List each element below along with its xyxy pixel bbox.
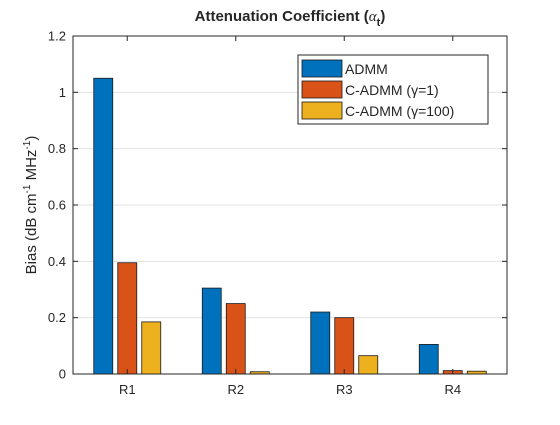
x-tick-label: R4 bbox=[444, 382, 461, 397]
chart-title-main: Attenuation Coefficient ( bbox=[195, 8, 369, 25]
bar bbox=[201, 287, 222, 375]
bar bbox=[358, 355, 379, 375]
y-tick-label: 0 bbox=[59, 367, 66, 382]
legend-swatch bbox=[301, 80, 343, 99]
legend-swatch bbox=[301, 59, 343, 78]
bar bbox=[93, 77, 114, 375]
y-axis-label-main: Bias (dB cm bbox=[23, 193, 40, 274]
legend-swatch bbox=[301, 101, 343, 120]
bar bbox=[141, 321, 162, 375]
bar bbox=[418, 344, 439, 375]
grid-lines bbox=[73, 91, 507, 319]
axis-ticks: 0 0.2 0.4 0.6 0.8 1 1.2 R1 R2 R3 R4 bbox=[48, 29, 507, 397]
bar bbox=[310, 311, 331, 375]
chart-title-end: ) bbox=[380, 8, 385, 25]
legend-label: C-ADMM (γ=100) bbox=[345, 103, 454, 119]
x-tick-label: R3 bbox=[336, 382, 353, 397]
y-tick-label: 0.8 bbox=[48, 141, 66, 156]
y-tick-label: 0.6 bbox=[48, 198, 66, 213]
y-tick-label: 1 bbox=[59, 85, 66, 100]
y-axis-label-end: ) bbox=[23, 136, 40, 141]
legend-label: C-ADMM (γ=1) bbox=[345, 82, 439, 98]
legend-label: ADMM bbox=[345, 61, 388, 77]
chart-title: Attenuation Coefficient (αt) bbox=[195, 8, 386, 29]
x-tick-label: R2 bbox=[227, 382, 244, 397]
y-tick-label: 0.4 bbox=[48, 254, 66, 269]
y-axis-label-mid: MHz bbox=[23, 150, 40, 185]
legend: ADMM C-ADMM (γ=1) C-ADMM (γ=100) bbox=[297, 54, 489, 125]
y-tick-label: 0.2 bbox=[48, 310, 66, 325]
chart-title-symbol: α bbox=[369, 9, 378, 25]
x-tick-label: R1 bbox=[119, 382, 136, 397]
y-axis-label: Bias (dB cm-1 MHz-1) bbox=[22, 136, 40, 275]
y-tick-label: 1.2 bbox=[48, 29, 66, 44]
bar bbox=[334, 317, 355, 375]
chart-title-subscript: t bbox=[377, 17, 381, 29]
y-axis-label-sup1: -1 bbox=[22, 184, 33, 193]
y-axis-label-sup2: -1 bbox=[22, 140, 33, 149]
bar bbox=[117, 262, 138, 375]
bar bbox=[225, 303, 246, 375]
